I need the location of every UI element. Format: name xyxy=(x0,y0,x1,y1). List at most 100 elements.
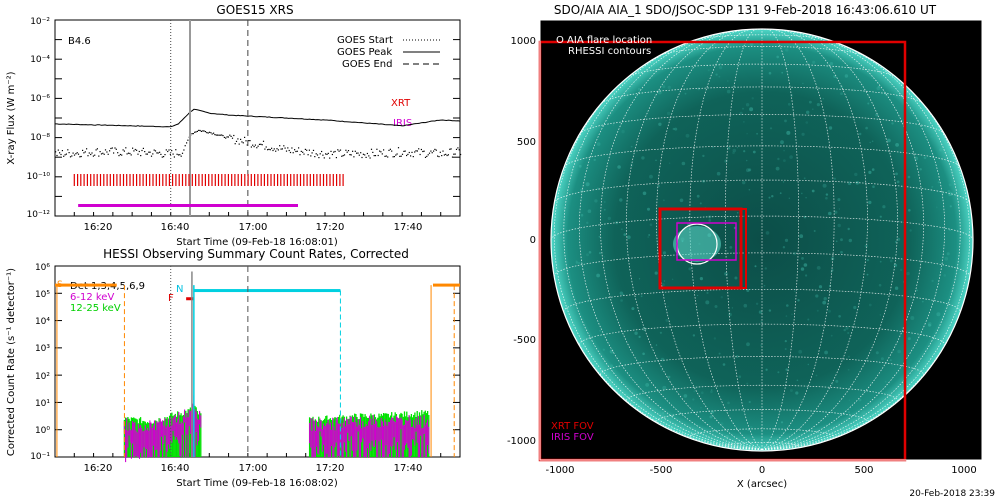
goes-short-channel-point xyxy=(113,152,115,154)
longitude-line xyxy=(600,30,763,450)
goes-short-channel-point xyxy=(399,155,401,157)
goes-short-channel-point xyxy=(353,156,355,158)
goes-short-channel-point xyxy=(323,157,325,159)
sun-texture-speckle xyxy=(838,315,841,318)
aia-xrt-fov-label: XRT FOV xyxy=(551,421,594,432)
goes-short-channel-point xyxy=(300,150,302,152)
sun-texture-speckle xyxy=(626,106,629,108)
sun-texture-speckle xyxy=(631,307,635,311)
sun-texture-speckle xyxy=(776,55,779,59)
sun-texture-speckle xyxy=(868,170,872,174)
sun-texture-speckle xyxy=(896,180,900,184)
latitude-line xyxy=(553,252,971,277)
sun-texture-speckle xyxy=(930,324,932,327)
latitude-line xyxy=(626,63,898,79)
goes-short-channel-point xyxy=(275,150,277,152)
sun-texture-speckle xyxy=(866,258,870,262)
goes-ytick: 10⁻⁴ xyxy=(30,55,50,65)
sun-texture-speckle xyxy=(784,119,787,123)
goes-short-channel-point xyxy=(98,155,100,157)
sun-texture-speckle xyxy=(693,390,696,393)
goes-short-channel-point xyxy=(400,155,402,157)
sun-texture-speckle xyxy=(894,286,899,290)
sun-texture-speckle xyxy=(617,165,621,169)
sun-texture-speckle xyxy=(919,168,922,171)
sun-texture-speckle xyxy=(699,277,704,281)
sun-texture-speckle xyxy=(833,177,837,180)
sun-texture-speckle xyxy=(596,142,601,146)
goes-short-channel-point xyxy=(204,131,207,133)
goes-short-channel-point xyxy=(137,153,139,155)
aia-frame xyxy=(539,19,983,461)
goes-short-channel-point xyxy=(269,149,271,151)
sun-texture-speckle xyxy=(879,314,882,316)
goes-short-channel-point xyxy=(94,154,96,156)
sun-texture-speckle xyxy=(807,318,810,321)
sun-texture-speckle xyxy=(930,135,933,138)
goes-short-channel-point xyxy=(83,152,85,154)
goes-short-channel-point xyxy=(451,156,454,158)
hessi-panel: HESSI Observing Summary Count Rates, Cor… xyxy=(6,247,461,489)
sun-texture-speckle xyxy=(724,272,728,276)
sun-texture-speckle xyxy=(787,102,791,106)
goes-short-channel-point xyxy=(407,153,409,155)
goes-short-channel-point xyxy=(202,130,204,132)
goes-short-channel-point xyxy=(350,154,352,156)
aia-ytick: 0 xyxy=(530,235,536,246)
longitude-line xyxy=(761,29,799,450)
sun-texture-speckle xyxy=(858,398,862,402)
goes-short-channel-point xyxy=(419,153,421,156)
goes-short-channel-point xyxy=(126,153,128,155)
goes-short-channel-point xyxy=(393,156,395,158)
sun-texture-speckle xyxy=(834,210,838,214)
goes-short-channel-point xyxy=(100,153,103,155)
aia-xlabel: X (arcsec) xyxy=(737,479,787,490)
goes-short-channel-point xyxy=(377,154,379,157)
goes-short-channel-point xyxy=(77,153,80,155)
goes-short-channel-point xyxy=(387,156,389,158)
sun-texture-speckle xyxy=(609,349,614,354)
goes-short-channel-point xyxy=(304,148,306,150)
goes-short-channel-point xyxy=(125,147,127,149)
goes-short-channel-point xyxy=(343,154,346,156)
goes-short-channel-point xyxy=(326,153,328,155)
goes-short-channel-point xyxy=(257,145,259,147)
sun-texture-speckle xyxy=(725,435,729,439)
goes-short-channel-point xyxy=(288,149,290,152)
goes-short-channel-point xyxy=(181,152,184,154)
goes-short-channel-point xyxy=(82,149,84,151)
goes-short-channel-point xyxy=(349,154,351,156)
goes-short-channel-point xyxy=(388,149,390,151)
sun-texture-speckle xyxy=(923,156,927,159)
sun-texture-speckle xyxy=(671,278,674,280)
sun-texture-speckle xyxy=(764,267,767,270)
sun-texture-speckle xyxy=(587,209,592,213)
goes-short-channel-point xyxy=(90,153,92,156)
goes-short-channel-point xyxy=(360,152,362,154)
goes-short-channel-point xyxy=(203,130,205,132)
goes-short-channel-point xyxy=(96,148,98,150)
goes-short-channel-point xyxy=(122,149,124,151)
goes-short-channel-point xyxy=(226,136,228,138)
goes-short-channel-point xyxy=(449,148,451,150)
goes-short-channel-point xyxy=(244,136,246,138)
sun-texture-speckle xyxy=(895,143,899,147)
goes-short-channel-point xyxy=(246,144,248,146)
sun-texture-speckle xyxy=(743,121,745,123)
sun-texture-speckle xyxy=(848,399,851,401)
sun-texture-speckle xyxy=(779,192,782,195)
sun-texture-speckle xyxy=(936,312,941,317)
goes-short-channel-point xyxy=(330,150,332,152)
sun-texture-speckle xyxy=(620,299,623,302)
sun-texture-speckle xyxy=(788,197,790,199)
goes-short-channel-point xyxy=(404,150,406,152)
goes-short-channel-point xyxy=(403,150,405,152)
sun-texture-speckle xyxy=(700,406,702,409)
goes-short-channel-point xyxy=(306,149,308,151)
sun-texture-speckle xyxy=(692,398,695,401)
aia-ytick: -500 xyxy=(513,335,536,346)
sun-texture-speckle xyxy=(662,412,665,415)
goes-short-channel-point xyxy=(194,131,196,133)
sun-texture-speckle xyxy=(875,351,879,355)
goes-short-channel-point xyxy=(277,149,279,151)
